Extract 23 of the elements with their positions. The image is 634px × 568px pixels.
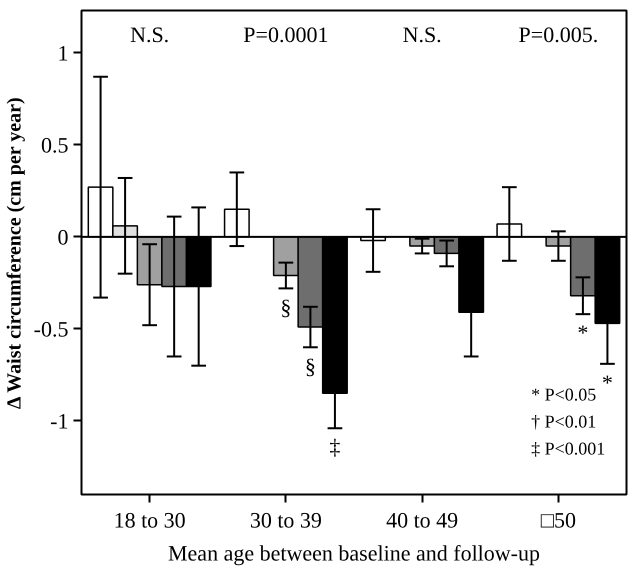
y-tick-label: -0.5 xyxy=(34,316,68,342)
y-tick-label: -1 xyxy=(50,408,68,434)
data-label: * xyxy=(577,320,588,346)
x-tick-label: 40 to 49 xyxy=(386,508,458,532)
data-label: ‡ xyxy=(329,434,340,460)
y-tick-label: 1 xyxy=(58,40,68,66)
annotation: N.S. xyxy=(402,22,442,47)
annotation: † P<0.01 xyxy=(531,412,596,432)
x-tick-label: 18 to 30 xyxy=(114,508,186,532)
annotation: P=0.0001 xyxy=(243,22,328,47)
x-tick-label: 30 to 39 xyxy=(250,508,322,532)
y-tick-label: 0.5 xyxy=(41,132,68,158)
data-label: * xyxy=(602,370,613,395)
annotation: ‡ P<0.001 xyxy=(531,438,606,458)
annotation: N.S. xyxy=(130,22,170,47)
data-label: § xyxy=(304,353,316,378)
y-axis-title: Δ Waist circumference (cm per year) xyxy=(4,97,26,410)
annotation: P=0.005. xyxy=(518,22,598,47)
data-label: § xyxy=(280,294,292,320)
annotation: * P<0.05 xyxy=(531,384,596,404)
x-tick-label: □50 xyxy=(540,508,576,532)
x-axis-title: Mean age between baseline and follow-up xyxy=(168,540,540,566)
y-tick-label: 0 xyxy=(58,224,68,250)
